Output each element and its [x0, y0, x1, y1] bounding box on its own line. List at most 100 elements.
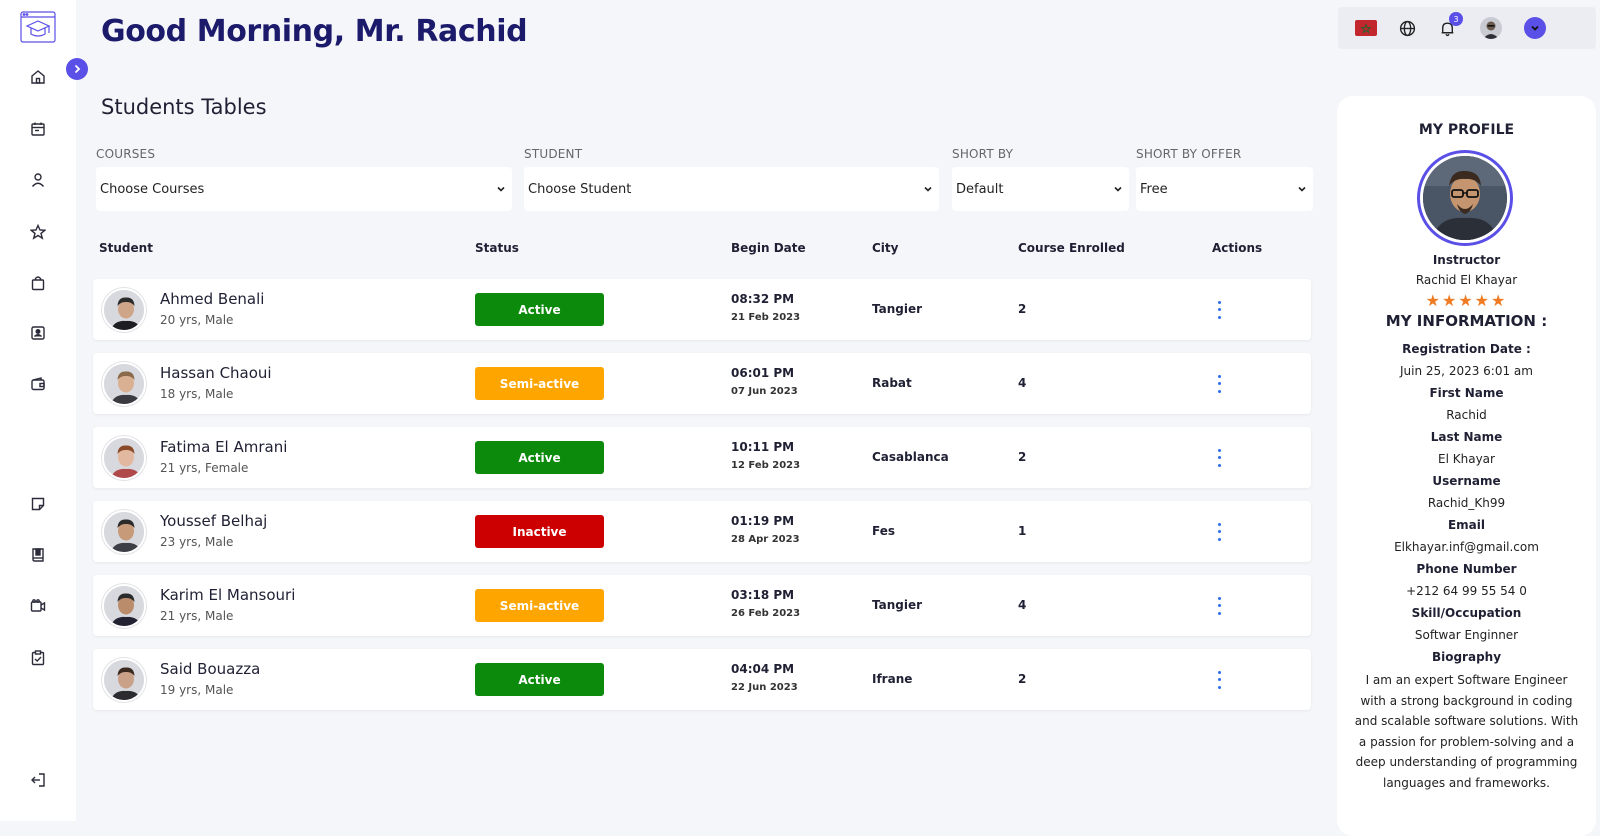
actions-menu-icon[interactable] — [1214, 521, 1224, 543]
column-header-city: City — [872, 241, 899, 255]
status-badge: Active — [475, 663, 604, 696]
profile-photo — [1417, 150, 1513, 246]
student-name[interactable]: Fatima El Amrani — [160, 438, 288, 456]
column-header-status: Status — [475, 241, 519, 255]
profile-name: Rachid El Khayar — [1415, 273, 1518, 287]
actions-menu-icon[interactable] — [1214, 299, 1224, 321]
sidebar — [0, 0, 76, 821]
column-header-student: Student — [99, 241, 153, 255]
offer-filter-label: SHORT BY OFFER — [1136, 147, 1242, 161]
courses-select[interactable]: Choose Courses — [96, 167, 512, 211]
table-row[interactable]: Karim El Mansouri 21 yrs, Male Semi-active… — [93, 575, 1311, 636]
phone-label: Phone Number — [1416, 562, 1517, 576]
email-label: Email — [1447, 518, 1486, 532]
status-badge: Inactive — [475, 515, 604, 548]
chevron-down-icon — [1114, 186, 1122, 192]
table-row[interactable]: Youssef Belhaj 23 yrs, Male Inactive 01:19 … — [93, 501, 1311, 562]
username-label: Username — [1432, 474, 1501, 488]
student-name[interactable]: Karim El Mansouri — [160, 586, 296, 604]
actions-menu-icon[interactable] — [1214, 373, 1224, 395]
table-row[interactable]: Ahmed Benali 20 yrs, Male Active 08:32 PM 21… — [93, 279, 1311, 340]
avatar — [102, 436, 146, 480]
status-badge: Active — [475, 293, 604, 326]
account-dropdown-button[interactable] — [1523, 17, 1547, 39]
courses-select-value: Choose Courses — [100, 181, 205, 197]
sort-select-value: Default — [956, 181, 1004, 197]
column-header-course-enrolled: Course Enrolled — [1018, 241, 1125, 255]
student-name[interactable]: Ahmed Benali — [160, 290, 265, 308]
last-name-value: El Khayar — [1438, 452, 1495, 466]
student-name[interactable]: Youssef Belhaj — [160, 512, 268, 530]
status-badge: Semi-active — [475, 589, 604, 622]
chevron-down-icon — [497, 186, 505, 192]
notification-count-badge: 3 — [1449, 12, 1463, 26]
bag-icon[interactable] — [27, 272, 49, 294]
table-row[interactable]: Said Bouazza 19 yrs, Male Active 04:04 PM 22… — [93, 649, 1311, 710]
student-age-gender: 20 yrs, Male — [160, 313, 234, 327]
begin-time: 10:11 PM — [731, 440, 795, 454]
profile-role: Instructor — [1432, 253, 1501, 267]
student-age-gender: 18 yrs, Male — [160, 387, 234, 401]
first-name-label: First Name — [1429, 386, 1504, 400]
student-select[interactable]: Choose Student — [524, 167, 939, 211]
clipboard-check-icon[interactable] — [27, 647, 49, 669]
flag-icon[interactable] — [1354, 17, 1378, 39]
actions-menu-icon[interactable] — [1214, 595, 1224, 617]
begin-time: 08:32 PM — [731, 292, 795, 306]
chevron-down-icon — [924, 186, 932, 192]
avatar — [102, 510, 146, 554]
student-age-gender: 21 yrs, Male — [160, 609, 234, 623]
sidebar-toggle-button[interactable] — [66, 58, 88, 80]
biography-text: I am an expert Software Engineer with a … — [1354, 673, 1579, 790]
begin-date: 21 Feb 2023 — [731, 312, 801, 323]
city: Rabat — [872, 376, 912, 390]
table-row[interactable]: Hassan Chaoui 18 yrs, Male Semi-active 06:0… — [93, 353, 1311, 414]
username-value: Rachid_Kh99 — [1427, 496, 1506, 510]
user-icon[interactable] — [27, 169, 49, 191]
column-header-begin-date: Begin Date — [731, 241, 806, 255]
begin-date: 22 Jun 2023 — [731, 682, 798, 693]
student-name[interactable]: Said Bouazza — [160, 660, 261, 678]
course-enrolled-count: 2 — [1018, 672, 1027, 686]
chevron-down-icon — [1298, 186, 1306, 192]
star-icon[interactable] — [27, 221, 49, 243]
offer-select-value: Free — [1140, 181, 1168, 197]
student-name[interactable]: Hassan Chaoui — [160, 364, 272, 382]
courses-filter-label: COURSES — [96, 147, 156, 161]
greeting-title: Good Morning, Mr. Rachid — [101, 14, 528, 49]
avatar — [102, 584, 146, 628]
email-value: Elkhayar.inf@gmail.com — [1394, 540, 1539, 554]
first-name-value: Rachid — [1446, 408, 1487, 422]
id-card-icon[interactable] — [27, 322, 49, 344]
offer-select[interactable]: Free — [1136, 167, 1313, 211]
begin-time: 06:01 PM — [731, 366, 795, 380]
begin-time: 03:18 PM — [731, 588, 795, 602]
student-age-gender: 23 yrs, Male — [160, 535, 234, 549]
student-filter-label: STUDENT — [524, 147, 583, 161]
begin-date: 26 Feb 2023 — [731, 608, 801, 619]
home-icon[interactable] — [27, 66, 49, 88]
video-icon[interactable] — [27, 595, 49, 617]
note-icon[interactable] — [27, 493, 49, 515]
wallet-icon[interactable] — [27, 373, 49, 395]
registration-date-label: Registration Date : — [1402, 342, 1531, 356]
begin-date: 28 Apr 2023 — [731, 534, 800, 545]
bell-icon[interactable]: 3 — [1435, 12, 1463, 39]
sort-select[interactable]: Default — [952, 167, 1129, 211]
actions-menu-icon[interactable] — [1214, 447, 1224, 469]
actions-menu-icon[interactable] — [1214, 669, 1224, 691]
status-badge: Active — [475, 441, 604, 474]
book-icon[interactable] — [27, 544, 49, 566]
avatar[interactable] — [1479, 17, 1503, 39]
page-title: Students Tables — [101, 95, 267, 119]
city: Casablanca — [872, 450, 949, 464]
calendar-icon[interactable] — [27, 118, 49, 140]
table-row[interactable]: Fatima El Amrani 21 yrs, Female Active 10:1… — [93, 427, 1311, 488]
globe-icon[interactable] — [1395, 17, 1419, 39]
student-age-gender: 21 yrs, Female — [160, 461, 249, 475]
sort-filter-label: SHORT BY — [952, 147, 1014, 161]
logout-icon[interactable] — [27, 769, 49, 791]
graduation-cap-logo-icon[interactable] — [20, 11, 56, 43]
rating-stars: ★★★★★ — [1425, 291, 1508, 310]
last-name-label: Last Name — [1430, 430, 1503, 444]
